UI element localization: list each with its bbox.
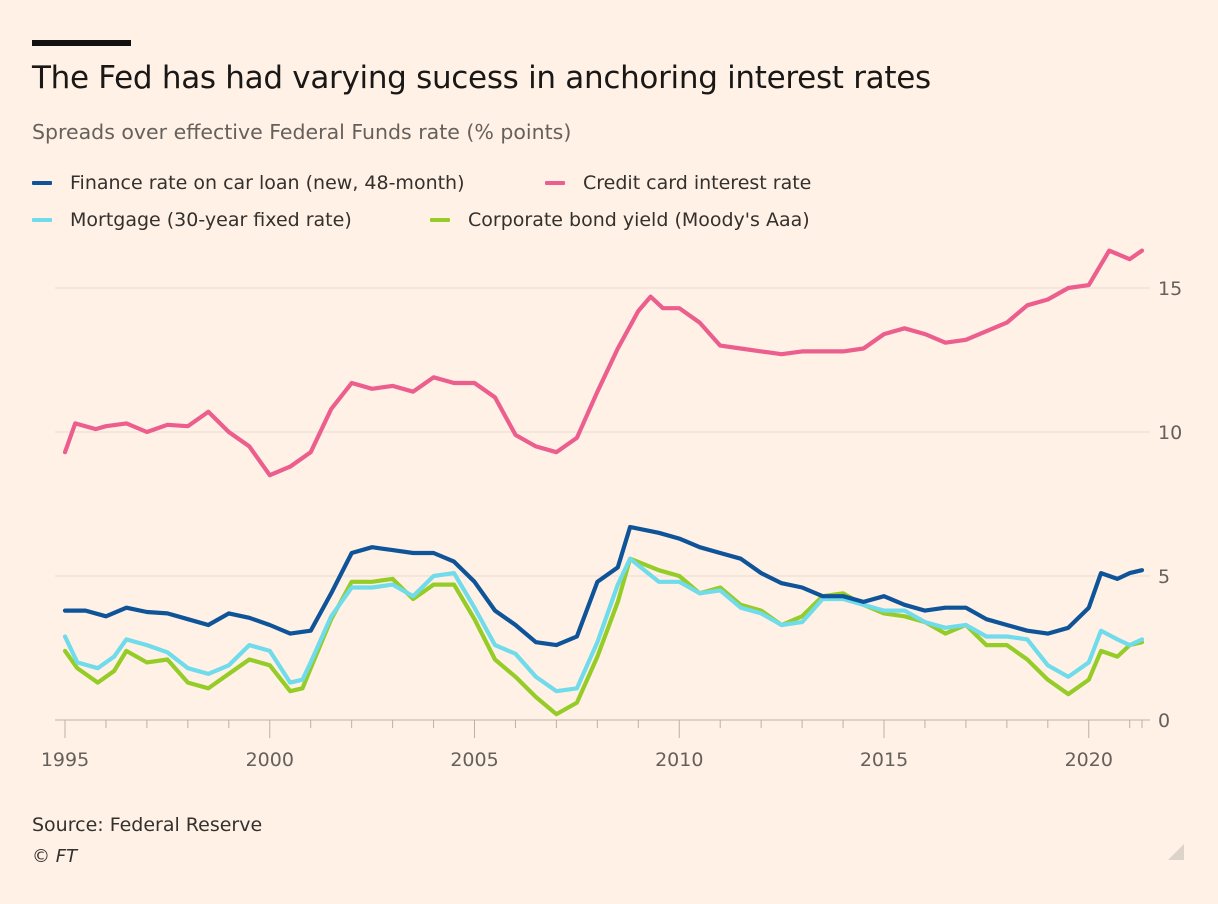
ft-credit: © FT <box>32 846 78 867</box>
x-tick-label: 2015 <box>860 749 908 771</box>
chart-title: The Fed has had varying sucess in anchor… <box>32 60 931 96</box>
legend-item-mortgage: Mortgage (30-year fixed rate) <box>32 209 352 231</box>
legend-item-car-loan: Finance rate on car loan (new, 48-month) <box>32 172 465 194</box>
series-lines <box>62 248 1145 717</box>
x-tick-label: 2005 <box>450 749 498 771</box>
legend-swatch-credit-card <box>545 181 565 185</box>
legend-item-credit-card: Credit card interest rate <box>545 172 811 194</box>
legend-item-corporate-bond: Corporate bond yield (Moody's Aaa) <box>430 209 810 231</box>
series-line-3 <box>62 556 1145 717</box>
series-line-0 <box>62 524 1145 648</box>
legend-swatch-corporate-bond <box>430 218 450 222</box>
legend-swatch-mortgage <box>32 218 52 222</box>
source-note: Source: Federal Reserve <box>32 814 263 836</box>
resize-handle-icon <box>1168 844 1184 860</box>
series-line-2 <box>62 556 1145 694</box>
legend-label-credit-card: Credit card interest rate <box>583 172 812 194</box>
x-tick-label: 1995 <box>41 749 89 771</box>
x-tick-label: 2020 <box>1065 749 1113 771</box>
x-tick-label: 2000 <box>246 749 294 771</box>
legend-label-car-loan: Finance rate on car loan (new, 48-month) <box>70 172 465 194</box>
series-line-1 <box>62 248 1145 478</box>
legend-label-mortgage: Mortgage (30-year fixed rate) <box>70 209 352 231</box>
header-accent-bar <box>32 40 131 46</box>
chart-subtitle: Spreads over effective Federal Funds rat… <box>32 120 572 144</box>
y-tick-label: 5 <box>1158 566 1170 588</box>
y-tick-label: 15 <box>1158 278 1182 300</box>
y-tick-label: 10 <box>1158 422 1182 444</box>
y-tick-label: 0 <box>1158 710 1170 732</box>
axes: 0 5 10 15 1995 2000 2005 2010 2015 2020 <box>41 278 1182 771</box>
legend-swatch-car-loan <box>32 181 52 185</box>
x-tick-label: 2010 <box>655 749 703 771</box>
legend-label-corporate-bond: Corporate bond yield (Moody's Aaa) <box>468 209 810 231</box>
